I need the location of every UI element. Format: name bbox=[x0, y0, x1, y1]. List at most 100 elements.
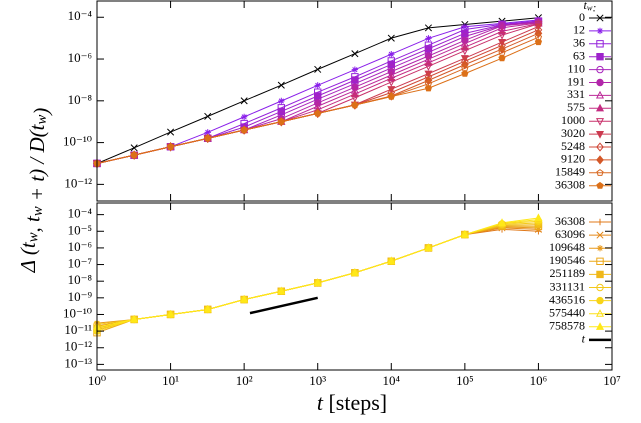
y-tick-label: 10⁻⁶ bbox=[68, 50, 92, 65]
legend-label: 110 bbox=[567, 61, 585, 75]
data-point bbox=[534, 38, 543, 46]
data-point bbox=[460, 47, 469, 56]
legend-label: 3020 bbox=[561, 126, 585, 140]
legend-marker bbox=[596, 155, 604, 165]
legend-marker bbox=[596, 168, 604, 176]
data-point bbox=[166, 142, 175, 150]
data-point bbox=[240, 294, 249, 303]
legend-label: 436516 bbox=[549, 292, 585, 306]
legend-label: 109648 bbox=[549, 240, 585, 254]
series-line bbox=[97, 220, 539, 332]
legend-label: 0 bbox=[579, 10, 585, 24]
data-point bbox=[351, 50, 359, 58]
legend-marker bbox=[596, 53, 604, 61]
data-point bbox=[424, 84, 433, 92]
series-line bbox=[97, 224, 539, 329]
x-tick-label: 10⁶ bbox=[530, 373, 548, 388]
y-tick-label: 10⁻¹⁰ bbox=[63, 134, 92, 149]
legend-label: t bbox=[582, 332, 586, 346]
data-point bbox=[130, 151, 138, 159]
legend-label: 575440 bbox=[549, 305, 585, 319]
y-tick-label: 10⁻⁹ bbox=[68, 289, 93, 304]
legend-label: 331 bbox=[567, 87, 585, 101]
data-point bbox=[497, 32, 507, 40]
data-point bbox=[424, 63, 433, 71]
x-tick-label: 10⁷ bbox=[603, 373, 621, 388]
legend-label: 36308 bbox=[555, 177, 585, 191]
y-tick-label: 10⁻¹² bbox=[64, 175, 92, 190]
data-point bbox=[534, 23, 543, 32]
legend-marker bbox=[595, 103, 605, 112]
legend-marker bbox=[596, 78, 604, 87]
legend-marker bbox=[596, 142, 604, 152]
x-tick-label: 10⁰ bbox=[88, 373, 106, 388]
series-line bbox=[97, 217, 539, 328]
legend-marker bbox=[596, 14, 604, 22]
y-tick-label: 10⁻⁴ bbox=[68, 206, 93, 221]
legend-label: 190546 bbox=[549, 253, 585, 267]
data-point bbox=[534, 213, 543, 222]
data-point bbox=[424, 70, 433, 79]
data-point bbox=[314, 82, 321, 89]
legend-marker bbox=[596, 257, 604, 265]
series-line bbox=[97, 222, 539, 325]
data-point bbox=[351, 66, 359, 73]
legend-marker bbox=[595, 322, 605, 330]
legend-marker bbox=[595, 118, 605, 126]
legend-label: 5248 bbox=[561, 139, 585, 153]
data-point bbox=[387, 34, 395, 42]
legend-label: 1000 bbox=[561, 113, 585, 127]
y-tick-label: 10⁻⁵ bbox=[68, 222, 92, 237]
series-line bbox=[97, 20, 539, 164]
data-point bbox=[277, 81, 285, 89]
y-tick-label: 10⁻⁷ bbox=[68, 256, 92, 271]
legend-label: 63 bbox=[573, 48, 585, 62]
data-point bbox=[498, 54, 506, 62]
x-tick-label: 10¹ bbox=[162, 373, 179, 388]
data-point bbox=[313, 278, 322, 286]
legend-label: 758578 bbox=[549, 319, 585, 333]
legend-marker bbox=[596, 244, 604, 252]
data-point bbox=[425, 35, 432, 42]
data-point bbox=[204, 112, 212, 120]
data-point bbox=[424, 243, 433, 251]
legend-marker bbox=[596, 296, 604, 305]
data-point bbox=[350, 94, 359, 103]
legend-marker bbox=[595, 131, 605, 139]
y-tick-label: 10⁻¹² bbox=[64, 339, 92, 354]
legend-label: 9120 bbox=[561, 152, 585, 166]
data-point bbox=[240, 113, 248, 121]
legend-label: 251189 bbox=[549, 266, 585, 280]
series-line bbox=[97, 219, 539, 330]
data-point bbox=[130, 144, 138, 152]
data-point bbox=[203, 304, 212, 313]
data-point bbox=[497, 38, 507, 47]
y-tick-label: 10⁻¹¹ bbox=[64, 322, 92, 337]
legend-label: 15849 bbox=[555, 165, 585, 179]
y-tick-label: 10⁻⁴ bbox=[68, 8, 93, 23]
x-tick-label: 10² bbox=[236, 373, 253, 388]
data-point bbox=[460, 230, 469, 238]
legend-marker bbox=[596, 27, 604, 35]
plot-area bbox=[97, 17, 539, 164]
legend-marker bbox=[596, 65, 604, 74]
legend-label: 63096 bbox=[555, 227, 585, 241]
data-point bbox=[388, 51, 395, 58]
data-point bbox=[204, 134, 212, 142]
series-line bbox=[97, 17, 539, 164]
data-point bbox=[277, 286, 286, 295]
series-line bbox=[97, 228, 539, 327]
plot-frame bbox=[96, 202, 613, 371]
data-point bbox=[461, 69, 469, 77]
legend-marker bbox=[595, 90, 605, 99]
legend-marker bbox=[596, 40, 604, 48]
data-point bbox=[167, 128, 175, 136]
series-line bbox=[249, 296, 318, 315]
y-tick-label: 10⁻⁸ bbox=[68, 92, 93, 107]
y-axis-label: Δ (tw, tw + t) / D(tw) bbox=[16, 108, 53, 274]
legend-label: 36 bbox=[573, 36, 585, 50]
data-point bbox=[387, 256, 396, 265]
y-tick-label: 10⁻¹⁰ bbox=[63, 305, 92, 320]
data-point bbox=[351, 101, 359, 109]
